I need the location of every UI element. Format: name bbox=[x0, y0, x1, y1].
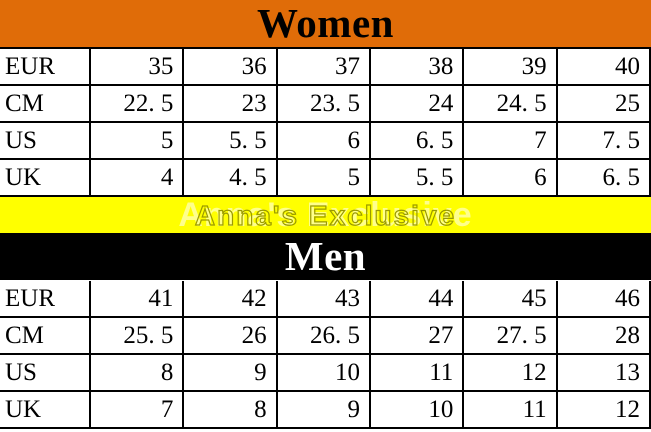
size-cell: 5 bbox=[91, 123, 185, 158]
size-cell: 39 bbox=[464, 49, 558, 84]
size-cell: 5. 5 bbox=[371, 160, 465, 195]
size-cell: 9 bbox=[184, 355, 278, 390]
size-cell: 43 bbox=[278, 281, 371, 316]
size-cell: 6. 5 bbox=[371, 123, 465, 158]
size-cell: 26. 5 bbox=[278, 318, 371, 353]
size-cell: 6 bbox=[278, 123, 371, 158]
size-cell: 12 bbox=[558, 392, 651, 427]
row-label: UK bbox=[0, 392, 91, 427]
men-size-table: EUR 41 42 43 44 45 46 CM 25. 5 26 26. 5 … bbox=[0, 281, 651, 429]
size-cell: 10 bbox=[278, 355, 371, 390]
row-label: EUR bbox=[0, 49, 91, 84]
row-label: CM bbox=[0, 86, 91, 121]
size-cell: 7 bbox=[464, 123, 558, 158]
size-cell: 4. 5 bbox=[184, 160, 278, 195]
watermark-ghost-text: Anna's Exclusive bbox=[178, 197, 473, 233]
size-cell: 5. 5 bbox=[184, 123, 278, 158]
women-title: Women bbox=[257, 0, 394, 46]
row-label: US bbox=[0, 355, 91, 390]
size-cell: 28 bbox=[558, 318, 651, 353]
size-cell: 40 bbox=[558, 49, 651, 84]
size-cell: 6. 5 bbox=[558, 160, 651, 195]
size-cell: 27 bbox=[371, 318, 465, 353]
men-header-band: Men bbox=[0, 233, 651, 280]
table-row: UK 7 8 9 10 11 12 bbox=[0, 392, 651, 429]
size-cell: 8 bbox=[184, 392, 278, 427]
watermark-band: Anna's Exclusive Anna's Exclusive bbox=[0, 197, 651, 233]
size-cell: 25 bbox=[558, 86, 651, 121]
size-cell: 36 bbox=[184, 49, 278, 84]
size-cell: 22. 5 bbox=[91, 86, 185, 121]
size-cell: 46 bbox=[558, 281, 651, 316]
row-label: EUR bbox=[0, 281, 91, 316]
table-row: CM 25. 5 26 26. 5 27 27. 5 28 bbox=[0, 318, 651, 355]
size-cell: 38 bbox=[371, 49, 465, 84]
size-cell: 7 bbox=[91, 392, 185, 427]
table-row: UK 4 4. 5 5 5. 5 6 6. 5 bbox=[0, 160, 651, 197]
row-label: UK bbox=[0, 160, 91, 195]
size-cell: 45 bbox=[464, 281, 558, 316]
size-cell: 24 bbox=[371, 86, 465, 121]
table-row: US 8 9 10 11 12 13 bbox=[0, 355, 651, 392]
size-cell: 26 bbox=[184, 318, 278, 353]
size-cell: 24. 5 bbox=[464, 86, 558, 121]
size-cell: 5 bbox=[278, 160, 371, 195]
table-row: EUR 35 36 37 38 39 40 bbox=[0, 49, 651, 86]
size-cell: 10 bbox=[371, 392, 465, 427]
size-cell: 13 bbox=[558, 355, 651, 390]
table-row: CM 22. 5 23 23. 5 24 24. 5 25 bbox=[0, 86, 651, 123]
women-size-table: EUR 35 36 37 38 39 40 CM 22. 5 23 23. 5 … bbox=[0, 49, 651, 197]
size-cell: 8 bbox=[91, 355, 185, 390]
row-label: CM bbox=[0, 318, 91, 353]
size-cell: 42 bbox=[184, 281, 278, 316]
size-cell: 23. 5 bbox=[278, 86, 371, 121]
size-cell: 44 bbox=[371, 281, 465, 316]
size-cell: 11 bbox=[371, 355, 465, 390]
size-cell: 12 bbox=[464, 355, 558, 390]
size-cell: 23 bbox=[184, 86, 278, 121]
size-cell: 4 bbox=[91, 160, 185, 195]
size-cell: 37 bbox=[278, 49, 371, 84]
size-cell: 25. 5 bbox=[91, 318, 185, 353]
size-cell: 41 bbox=[91, 281, 185, 316]
women-header-band: Women bbox=[0, 0, 651, 49]
watermark-outline-text: Anna's Exclusive bbox=[194, 199, 457, 231]
size-cell: 6 bbox=[464, 160, 558, 195]
table-row: EUR 41 42 43 44 45 46 bbox=[0, 281, 651, 318]
size-cell: 9 bbox=[278, 392, 371, 427]
men-title: Men bbox=[284, 233, 367, 279]
size-cell: 11 bbox=[464, 392, 558, 427]
size-cell: 35 bbox=[91, 49, 185, 84]
row-label: US bbox=[0, 123, 91, 158]
size-cell: 27. 5 bbox=[464, 318, 558, 353]
size-cell: 7. 5 bbox=[558, 123, 651, 158]
table-row: US 5 5. 5 6 6. 5 7 7. 5 bbox=[0, 123, 651, 160]
